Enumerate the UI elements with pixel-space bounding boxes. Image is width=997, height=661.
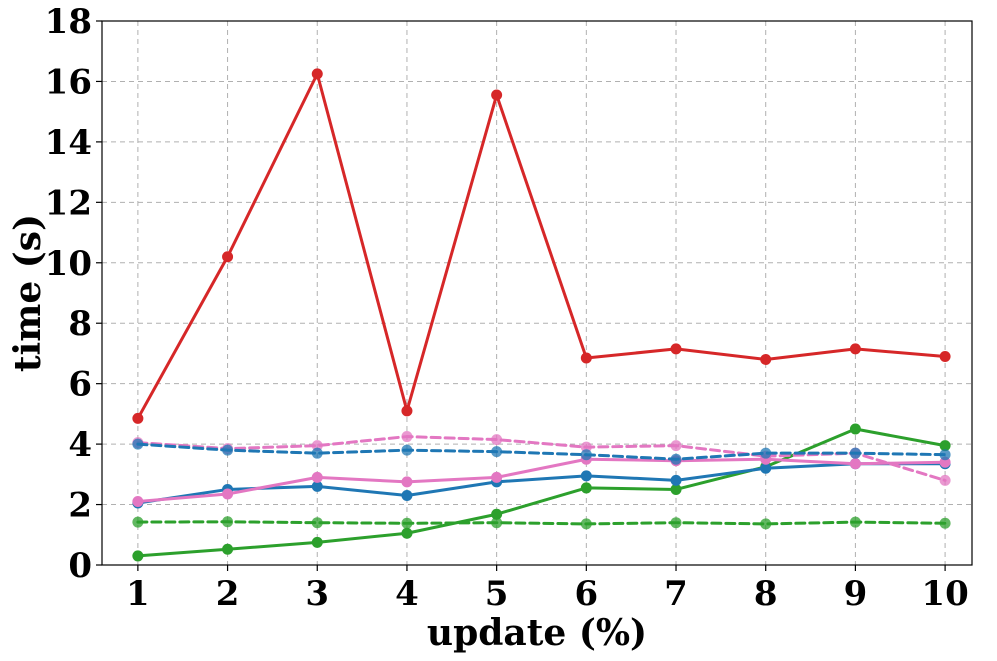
x-tick-label: 3 (305, 574, 329, 614)
data-point (670, 343, 682, 355)
data-point (311, 471, 323, 483)
data-point (580, 449, 592, 461)
y-tick-label: 16 (45, 62, 92, 102)
data-point (311, 447, 323, 459)
data-point (311, 68, 323, 80)
data-point (580, 441, 592, 453)
data-point (670, 440, 682, 452)
data-point (760, 447, 772, 459)
x-axis-ticks: 1 2 3 4 5 6 7 8 9 10 (126, 565, 969, 614)
y-tick-label: 2 (68, 486, 92, 526)
x-tick-label: 2 (216, 574, 240, 614)
series-line (136, 457, 947, 504)
data-point (760, 353, 772, 365)
series-line (136, 462, 947, 505)
data-point (670, 474, 682, 486)
data-point (580, 470, 592, 482)
data-point (939, 350, 951, 362)
data-point (401, 444, 413, 456)
y-tick-label: 10 (45, 244, 92, 284)
x-tick-label: 8 (754, 574, 778, 614)
data-point (311, 480, 323, 492)
y-tick-label: 18 (45, 2, 92, 42)
data-point (580, 518, 592, 530)
x-tick-label: 5 (485, 574, 509, 614)
y-tick-label: 14 (45, 123, 92, 163)
data-point (491, 517, 503, 529)
data-point (132, 496, 144, 508)
series-line (136, 520, 947, 526)
x-tick-label: 9 (844, 574, 868, 614)
data-point (132, 550, 144, 562)
grid (102, 20, 972, 566)
data-point (222, 516, 234, 528)
data-point (401, 527, 413, 539)
y-axis-ticks: 0 2 4 6 8 10 12 14 16 18 (45, 2, 102, 586)
data-point (222, 543, 234, 555)
series-line (136, 72, 947, 420)
series-line (136, 442, 947, 461)
x-tick-label: 10 (921, 574, 968, 614)
data-point (939, 456, 951, 468)
data-point (849, 516, 861, 528)
data-point (132, 412, 144, 424)
y-axis-label: time (s) (7, 214, 49, 372)
series-4 (132, 453, 951, 508)
y-tick-label: 12 (45, 183, 92, 223)
data-point (311, 517, 323, 529)
data-point (580, 352, 592, 364)
data-point (401, 476, 413, 488)
y-tick-label: 0 (68, 546, 92, 586)
data-point (132, 516, 144, 528)
plot-frame (101, 20, 973, 566)
data-point (222, 488, 234, 500)
series-line (136, 435, 947, 482)
data-point (939, 474, 951, 486)
data-point (491, 89, 503, 101)
x-tick-label: 6 (574, 574, 598, 614)
data-point (401, 431, 413, 443)
series-6 (132, 438, 951, 465)
y-tick-label: 8 (68, 304, 92, 344)
series-line (136, 427, 947, 558)
data-point (849, 423, 861, 435)
x-axis-label: update (%) (427, 612, 647, 654)
series-7 (132, 516, 951, 530)
data-point (939, 517, 951, 529)
series-layer (132, 68, 951, 562)
data-point (401, 405, 413, 417)
data-point (670, 517, 682, 529)
y-tick-label: 4 (68, 425, 92, 465)
data-point (401, 489, 413, 501)
series-1 (132, 68, 951, 424)
y-tick-label: 6 (68, 365, 92, 405)
data-point (580, 482, 592, 494)
data-point (939, 440, 951, 452)
data-point (491, 446, 503, 458)
data-point (491, 471, 503, 483)
data-point (132, 438, 144, 450)
data-point (311, 536, 323, 548)
data-point (670, 453, 682, 465)
x-tick-label: 4 (395, 574, 419, 614)
data-point (760, 518, 772, 530)
data-point (939, 449, 951, 461)
data-point (491, 508, 503, 520)
data-point (491, 434, 503, 446)
x-tick-label: 1 (126, 574, 150, 614)
data-point (311, 440, 323, 452)
data-point (849, 343, 861, 355)
x-tick-label: 7 (664, 574, 688, 614)
data-point (760, 462, 772, 474)
data-point (222, 444, 234, 456)
data-point (401, 517, 413, 529)
data-point (222, 251, 234, 263)
data-point (849, 447, 861, 459)
data-point (849, 458, 861, 470)
data-point (670, 483, 682, 495)
